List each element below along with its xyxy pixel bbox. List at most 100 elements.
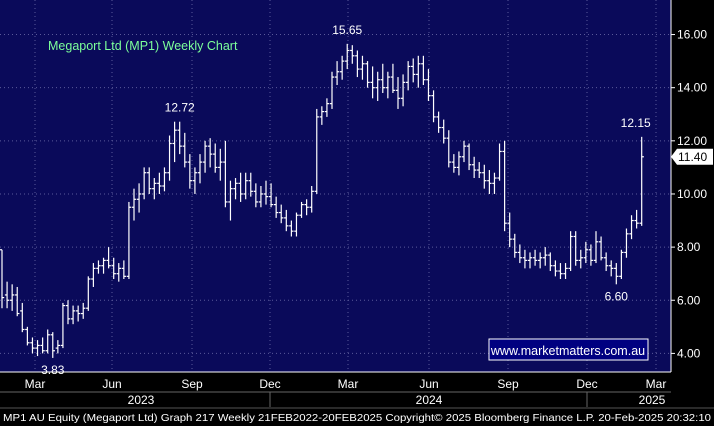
ohlc-bar (162, 167, 167, 192)
ohlc-bar (20, 302, 25, 333)
last-price-tag: 11.40 (671, 148, 713, 165)
ohlc-bar (91, 263, 96, 287)
ohlc-bar (40, 337, 45, 354)
ohlc-bar (522, 249, 528, 269)
ohlc-bar (319, 106, 325, 125)
ohlc-bar (187, 154, 193, 189)
price-annotation: 12.15 (621, 116, 651, 130)
ohlc-bar (243, 172, 248, 200)
ohlc-bar (395, 77, 401, 109)
x-month-label: Jun (102, 377, 121, 391)
right-axis-background (671, 0, 714, 372)
x-axis: Mar Jun Sep Dec Mar Jun Sep Dec Mar 2023 2024 2025 (0, 371, 671, 407)
ohlc-bar (390, 63, 396, 93)
ohlc-bar (86, 276, 91, 311)
ohlc-bar (304, 199, 309, 216)
ohlc-bar (284, 209, 289, 232)
ohlc-bar (50, 332, 55, 358)
ohlc-bar (25, 326, 30, 346)
ohlc-bar (548, 252, 553, 272)
ohlc-bar (233, 178, 238, 200)
ohlc-bar (634, 209, 639, 229)
ohlc-bar (248, 172, 253, 197)
ohlc-bar (614, 263, 619, 285)
x-month-label: Mar (338, 377, 359, 391)
price-annotation: 3.83 (41, 363, 65, 377)
ohlc-bar (345, 43, 350, 70)
ohlc-bar (487, 170, 492, 194)
ohlc-bar (553, 260, 558, 277)
ohlc-bar (202, 140, 208, 173)
ohlc-bar (147, 167, 152, 194)
ohlc-bar (65, 300, 71, 325)
ohlc-bar (588, 244, 594, 266)
ohlc-bar (263, 180, 269, 205)
x-month-label: Dec (259, 377, 280, 391)
ohlc-bar (30, 337, 35, 354)
ohlc-bar (141, 167, 147, 200)
y-tick-label: 16.00 (677, 28, 707, 42)
ohlc-bar (598, 236, 604, 261)
ohlc-bar (4, 281, 10, 309)
ohlc-bar (558, 263, 563, 279)
ohlc-bar (456, 151, 462, 176)
ohlc-bar (532, 249, 538, 266)
ohlc-bar (609, 260, 614, 277)
ohlc-bar (197, 154, 203, 184)
ohlc-bar (207, 138, 213, 168)
ohlc-bar (121, 260, 127, 279)
price-annotation: 6.60 (605, 289, 629, 303)
ohlc-bar (152, 178, 157, 200)
ohlc-bar (365, 61, 370, 88)
ohlc-bar (603, 252, 609, 272)
last-price-label: 11.40 (678, 150, 707, 164)
ohlc-bar (101, 257, 106, 274)
x-month-label: Mar (646, 377, 667, 391)
ohlc-bar (223, 140, 228, 208)
ohlc-bar (172, 121, 177, 163)
x-month-label: Sep (181, 377, 203, 391)
x-month-label: Jun (419, 377, 438, 391)
ohlc-bar (136, 183, 142, 213)
ohlc-bar (593, 231, 599, 264)
ohlc-bar (309, 186, 314, 213)
ohlc-bar (55, 340, 61, 354)
ohlc-bar (446, 130, 451, 168)
ohlc-bar (289, 220, 294, 237)
ohlc-bar (421, 55, 426, 86)
ohlc-bar (477, 162, 482, 179)
y-tick-label: 8.00 (677, 240, 701, 254)
ohlc-bar (360, 55, 365, 80)
ohlc-bar (543, 247, 548, 266)
ohlc-bar (639, 136, 644, 226)
ohlc-bar (111, 257, 116, 279)
ohlc-bar (492, 172, 497, 194)
ohlc-bar (294, 212, 299, 237)
watermark-box (488, 338, 649, 361)
ohlc-bar (385, 71, 391, 99)
x-month-label: Sep (497, 377, 519, 391)
ohlc-bar (436, 111, 441, 133)
ohlc-bar (96, 260, 101, 274)
price-annotation: 15.65 (332, 23, 362, 37)
ohlc-bar (299, 201, 304, 218)
ohlc-bar (192, 167, 198, 194)
ohlc-bar (431, 90, 436, 123)
ohlc-bar (81, 302, 86, 319)
bottom-axis-background (0, 372, 714, 426)
ohlc-bar (380, 63, 385, 93)
ohlc-bar (350, 45, 355, 64)
ohlc-bar (624, 228, 629, 258)
ohlc-bar (334, 61, 340, 86)
ohlc-bar (0, 249, 5, 309)
ohlc-bar (400, 74, 406, 107)
ohlc-bar (126, 201, 132, 279)
ohlc-bar (411, 58, 416, 83)
ohlc-bar (75, 305, 81, 322)
ohlc-bar (461, 140, 467, 163)
x-year-label: 2024 (416, 393, 443, 407)
ohlc-bar (426, 69, 431, 101)
y-tick-label: 6.00 (677, 293, 701, 307)
x-month-label: Mar (25, 377, 46, 391)
